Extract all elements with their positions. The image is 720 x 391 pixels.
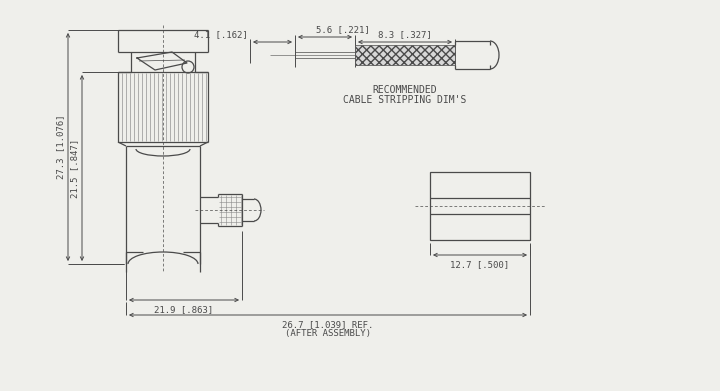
Text: 26.7 [1.039] REF.: 26.7 [1.039] REF. bbox=[282, 320, 374, 329]
Text: 8.3 [.327]: 8.3 [.327] bbox=[378, 30, 432, 39]
Text: CABLE STRIPPING DIM'S: CABLE STRIPPING DIM'S bbox=[343, 95, 467, 105]
Text: 5.6 [.221]: 5.6 [.221] bbox=[316, 25, 370, 34]
Text: RECOMMENDED: RECOMMENDED bbox=[373, 85, 437, 95]
Bar bbox=[430, 172, 530, 240]
Text: 21.9 [.863]: 21.9 [.863] bbox=[154, 305, 214, 314]
Text: 27.3 [1.076]: 27.3 [1.076] bbox=[56, 115, 65, 179]
Text: 21.5 [.847]: 21.5 [.847] bbox=[70, 138, 79, 197]
Bar bbox=[355, 45, 455, 65]
Text: (AFTER ASSEMBLY): (AFTER ASSEMBLY) bbox=[285, 329, 371, 338]
Text: 12.7 [.500]: 12.7 [.500] bbox=[451, 260, 510, 269]
Text: 4.1 [.162]: 4.1 [.162] bbox=[194, 30, 248, 39]
